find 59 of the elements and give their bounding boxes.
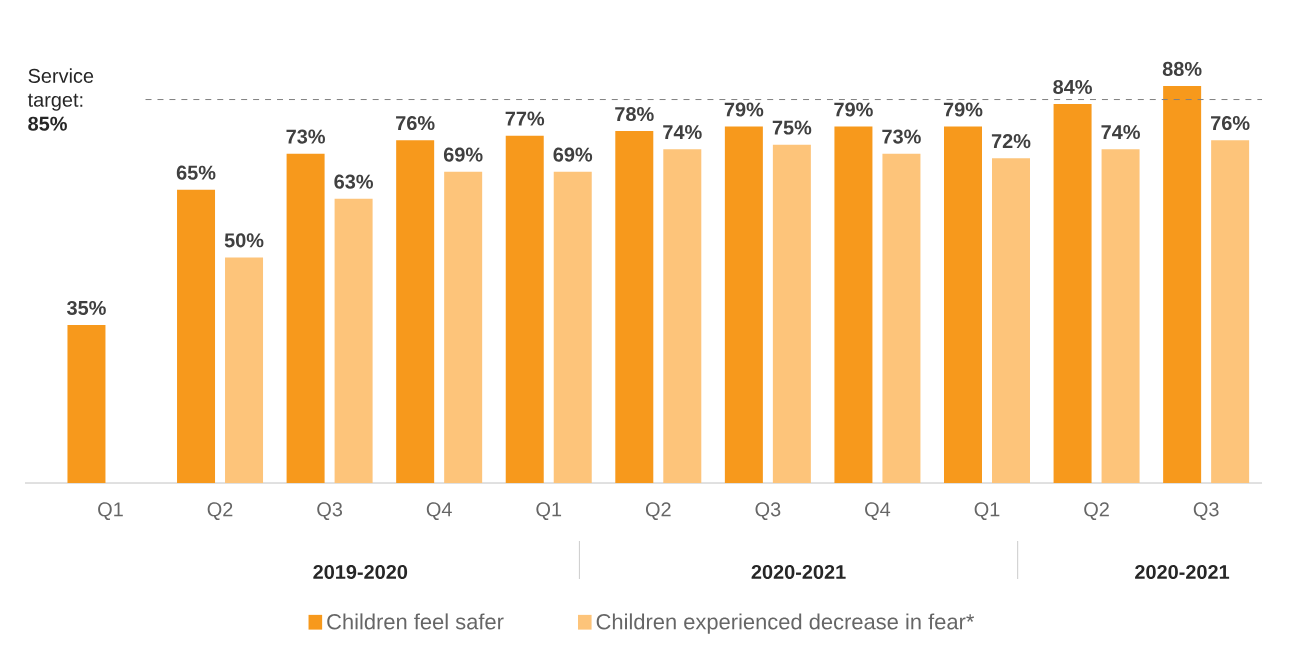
bar [834,126,873,483]
data-label: 76% [1211,116,1250,131]
data-label: 74% [1101,125,1140,140]
data-label: 79% [724,102,764,117]
text: 2020-2021 [751,564,846,580]
text: 2020-2021 [1135,564,1230,580]
data-label: 69% [443,147,483,162]
bar [944,126,982,483]
bar [992,158,1030,483]
x-tick-label: Q1 [974,502,1000,520]
bar [286,153,325,483]
bar [505,135,544,483]
bar [553,171,592,483]
x-tick-label: Q2 [207,502,233,520]
x-tick-label: Q3 [1193,502,1219,520]
data-label: 73% [882,129,921,144]
data-label: 88% [1162,61,1202,76]
data-label: 74% [663,125,702,140]
legend-label: Children experienced decrease in fear* [596,613,975,634]
x-tick-label: Q4 [426,502,452,520]
data-label: 63% [334,174,373,189]
bar [724,126,763,483]
bar [663,149,702,483]
bar [225,257,264,483]
bar [1163,86,1202,483]
x-tick-label: Q3 [317,502,343,520]
x-tick-label: Q3 [755,502,781,520]
data-label: 77% [505,111,545,126]
legend-label: Children feel safer [327,613,504,630]
bar [177,189,216,483]
data-label: 72% [991,134,1031,149]
x-tick-label: Q1 [536,502,562,520]
data-label: 79% [943,102,983,117]
data-label: 73% [286,129,325,144]
data-label: 78% [615,106,654,122]
data-label: 65% [176,165,216,180]
bar [772,144,811,483]
bar [882,153,921,483]
bar [396,140,435,483]
text: 2019-2020 [313,564,408,580]
data-label: 69% [553,147,593,162]
x-tick-label: Q1 [98,502,123,520]
data-label: 50% [224,233,264,248]
x-tick-label: Q4 [865,502,891,520]
bar [67,325,106,483]
x-tick-label: Q2 [1084,502,1109,520]
x-tick-label: Q2 [645,502,671,520]
data-label: 79% [834,102,873,117]
bar [444,171,483,483]
bar [334,198,373,483]
bar [1101,149,1140,483]
data-label: 75% [772,120,812,135]
data-label: 35% [66,300,106,316]
data-label: 76% [396,116,435,131]
bar [1053,104,1092,483]
bar [615,131,654,483]
ref-line-label: Service target: 85% [27,68,94,131]
data-label: 84% [1053,79,1092,94]
bar [1211,140,1250,483]
